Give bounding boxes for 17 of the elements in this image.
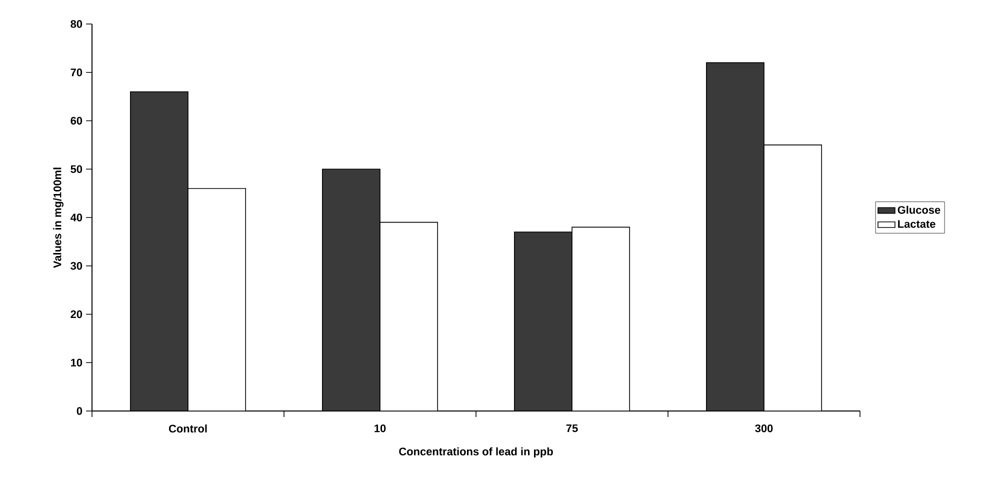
x-tick-label: Control [168, 424, 207, 433]
y-tick-label: 20 [70, 310, 82, 318]
y-tick-label: 40 [70, 214, 82, 222]
y-tick-label: 0 [76, 407, 82, 415]
y-tick-label: 60 [70, 116, 82, 125]
y-tick-label: 30 [70, 262, 82, 270]
y-axis-title: Values in mg/100ml [53, 168, 64, 268]
y-tick-label: 10 [71, 358, 82, 366]
y-tick-label: 70 [70, 68, 82, 76]
legend-label: Lactate [898, 220, 936, 228]
x-tick-label: 10 [374, 424, 386, 432]
x-tick-label: 300 [755, 424, 773, 432]
x-tick-label: 75 [566, 424, 578, 432]
y-tick-label: 80 [70, 20, 82, 28]
x-axis-title: Concentrations of lead in ppb [399, 447, 553, 458]
y-tick-label: 50 [70, 165, 82, 173]
legend-label: Glucose [898, 206, 940, 214]
